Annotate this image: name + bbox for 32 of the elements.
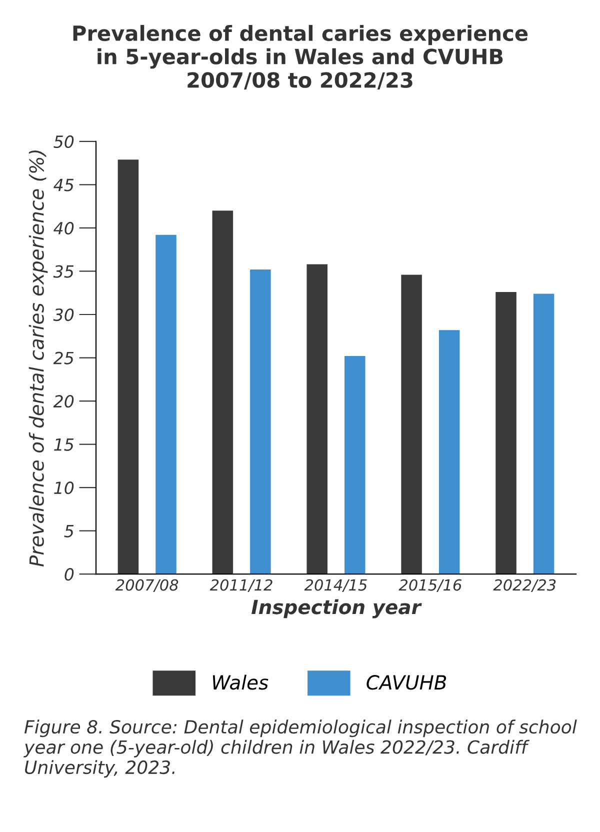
bar [250,270,271,574]
y-tick-label: 5 [64,524,74,538]
y-tick-label: 15 [54,438,74,451]
chart-title: Prevalence of dental caries experience in 5-year-olds in Wales and CVUHB 2007/08 to 2022/23 [73,24,528,90]
bar [533,294,554,574]
bar [212,210,234,574]
legend-label: CAVUHB [366,675,446,690]
bar [344,356,366,574]
y-tick-label: 40 [54,222,74,235]
caption: Figure 8. Source: Dental epidemiological inspection of school year one (5-year-old) children in Wales 2022/23. Cardiff University, 2023. [24,720,577,778]
y-tick-label: 10 [54,482,74,494]
y-tick-label: 30 [53,308,74,322]
bar [118,160,139,574]
y-tick-label: 45 [54,178,74,192]
bar [306,264,328,574]
bar [438,330,460,574]
bar [496,292,516,574]
bar [156,234,176,574]
y-tick-label: 25 [53,352,74,364]
y-tick-label: 20 [53,394,74,408]
x-axis-title: Inspection year [252,599,422,618]
x-tick-label: 2022/23 [493,579,556,592]
x-tick-label: 2007/08 [115,579,178,592]
x-tick-label: 2015/16 [398,579,462,592]
y-tick-label: 0 [64,568,74,581]
x-tick-label: 2014/15 [304,579,367,592]
bar [401,274,422,574]
legend-label: Wales [212,674,268,690]
y-tick-label: 35 [53,265,74,278]
x-tick-label: 2011/12 [210,579,272,592]
y-axis-title: Prevalence of dental caries experience (%) [28,150,48,566]
y-tick-label: 50 [54,135,74,148]
